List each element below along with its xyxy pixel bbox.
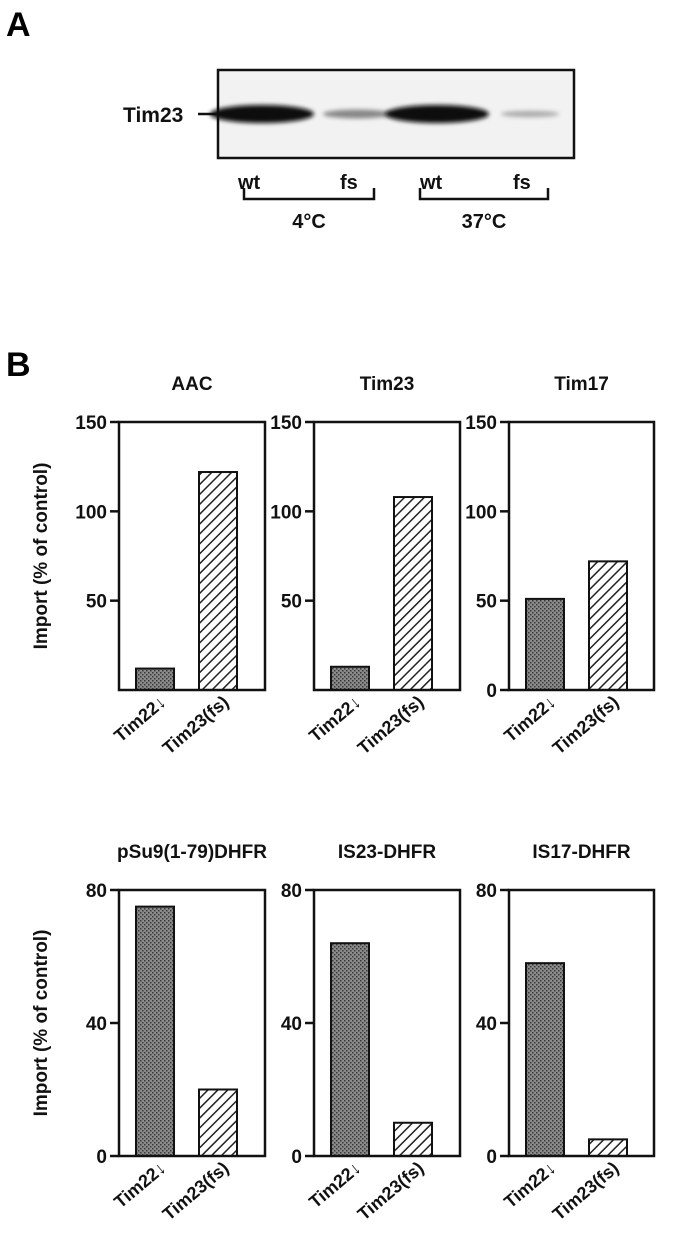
y-tick-label: 80 (476, 881, 497, 902)
panel-b-letter: B (6, 346, 31, 384)
western-blot (210, 68, 576, 160)
chart-title: IS23-DHFR (338, 842, 436, 863)
category-label: Tim22↓ (110, 692, 169, 746)
chart-2: Tim23 50 100 150 Tim22↓Tim23(fs) (270, 374, 462, 759)
bar-tim22-down (330, 942, 370, 1158)
category-label: Tim22↓ (500, 692, 559, 746)
chart-6: IS17-DHFR 0 40 80 Tim22↓Tim23(fs) (476, 842, 656, 1225)
bar-tim22-down (330, 665, 370, 691)
y-tick-label: 150 (75, 413, 107, 434)
y-tick-label: 100 (270, 502, 302, 523)
y-tick-label: 150 (270, 413, 302, 434)
lane-label-1: wt (237, 172, 261, 194)
y-tick-label: 0 (486, 1147, 497, 1168)
category-label: Tim22↓ (305, 1158, 364, 1212)
blot-band-4 (500, 110, 560, 118)
category-label: Tim23(fs) (354, 692, 428, 759)
chart-title: IS17-DHFR (532, 842, 630, 863)
category-label: Tim23(fs) (159, 1158, 233, 1225)
group-label-37c: 37°C (462, 211, 507, 233)
plot-frame (312, 420, 462, 692)
chart-1: AAC 50 100 150 Import (% of control) Tim22↓Ti… (31, 374, 267, 759)
y-tick-label: 0 (486, 681, 497, 702)
bar-tim22-down (135, 905, 175, 1157)
chart-title: pSu9(1-79)DHFR (117, 842, 267, 863)
y-tick-label: 50 (86, 592, 107, 613)
y-tick-label: 50 (476, 592, 497, 613)
y-tick-label: 40 (476, 1014, 497, 1035)
y-tick-label: 40 (86, 1014, 107, 1035)
blot-bands (210, 105, 560, 123)
bar-tim23-fs (393, 1121, 433, 1157)
y-axis-label: Import (% of control) (31, 930, 52, 1117)
bar-tim23-fs (588, 560, 628, 691)
y-tick-label: 0 (96, 1147, 107, 1168)
chart-5: IS23-DHFR 0 40 80 Tim22↓Tim23(fs) (281, 842, 462, 1225)
plot-frame (507, 420, 656, 692)
chart-title: AAC (171, 374, 212, 395)
lane-label-4: fs (513, 172, 531, 194)
category-label: Tim22↓ (305, 692, 364, 746)
bar-tim22-down (135, 667, 175, 691)
plot-frame (117, 420, 267, 692)
chart-4: pSu9(1-79)DHFR 0 40 80 Import (% of control)… (31, 842, 267, 1224)
y-axis-label: Import (% of control) (31, 463, 52, 650)
group-bracket-37c (418, 188, 550, 201)
category-label: Tim23(fs) (549, 692, 623, 759)
bar-tim22-down (525, 962, 565, 1158)
y-tick-label: 50 (281, 592, 302, 613)
y-tick-label: 100 (465, 502, 497, 523)
y-tick-label: 40 (281, 1014, 302, 1035)
chart-title: Tim17 (554, 374, 609, 395)
category-label: Tim23(fs) (354, 1158, 428, 1225)
bar-tim23-fs (393, 496, 433, 692)
panel-a-letter: A (6, 6, 31, 44)
category-label: Tim23(fs) (549, 1158, 623, 1225)
blot-band-1 (210, 105, 314, 123)
bar-tim23-fs (198, 1088, 238, 1157)
bar-tim23-fs (198, 471, 238, 691)
category-label: Tim22↓ (110, 1158, 169, 1212)
category-label: Tim22↓ (500, 1158, 559, 1212)
bar-tim23-fs (588, 1138, 628, 1157)
chart-3: Tim17 0 50 100 150 Tim22↓Tim23(fs) (465, 374, 656, 759)
y-tick-label: 80 (86, 881, 107, 902)
y-tick-label: 150 (465, 413, 497, 434)
y-tick-label: 100 (75, 502, 107, 523)
blot-band-2 (323, 109, 391, 119)
group-bracket-4c (242, 188, 376, 201)
lane-label-3: wt (419, 172, 443, 194)
bar-tim22-down (525, 597, 565, 692)
category-label: Tim23(fs) (159, 692, 233, 759)
y-tick-label: 0 (291, 1147, 302, 1168)
y-tick-label: 80 (281, 881, 302, 902)
group-label-4c: 4°C (292, 211, 326, 233)
chart-title: Tim23 (360, 374, 415, 395)
lane-label-2: fs (340, 172, 358, 194)
blot-band-label: Tim23 (123, 104, 183, 127)
blot-band-3 (385, 105, 489, 123)
